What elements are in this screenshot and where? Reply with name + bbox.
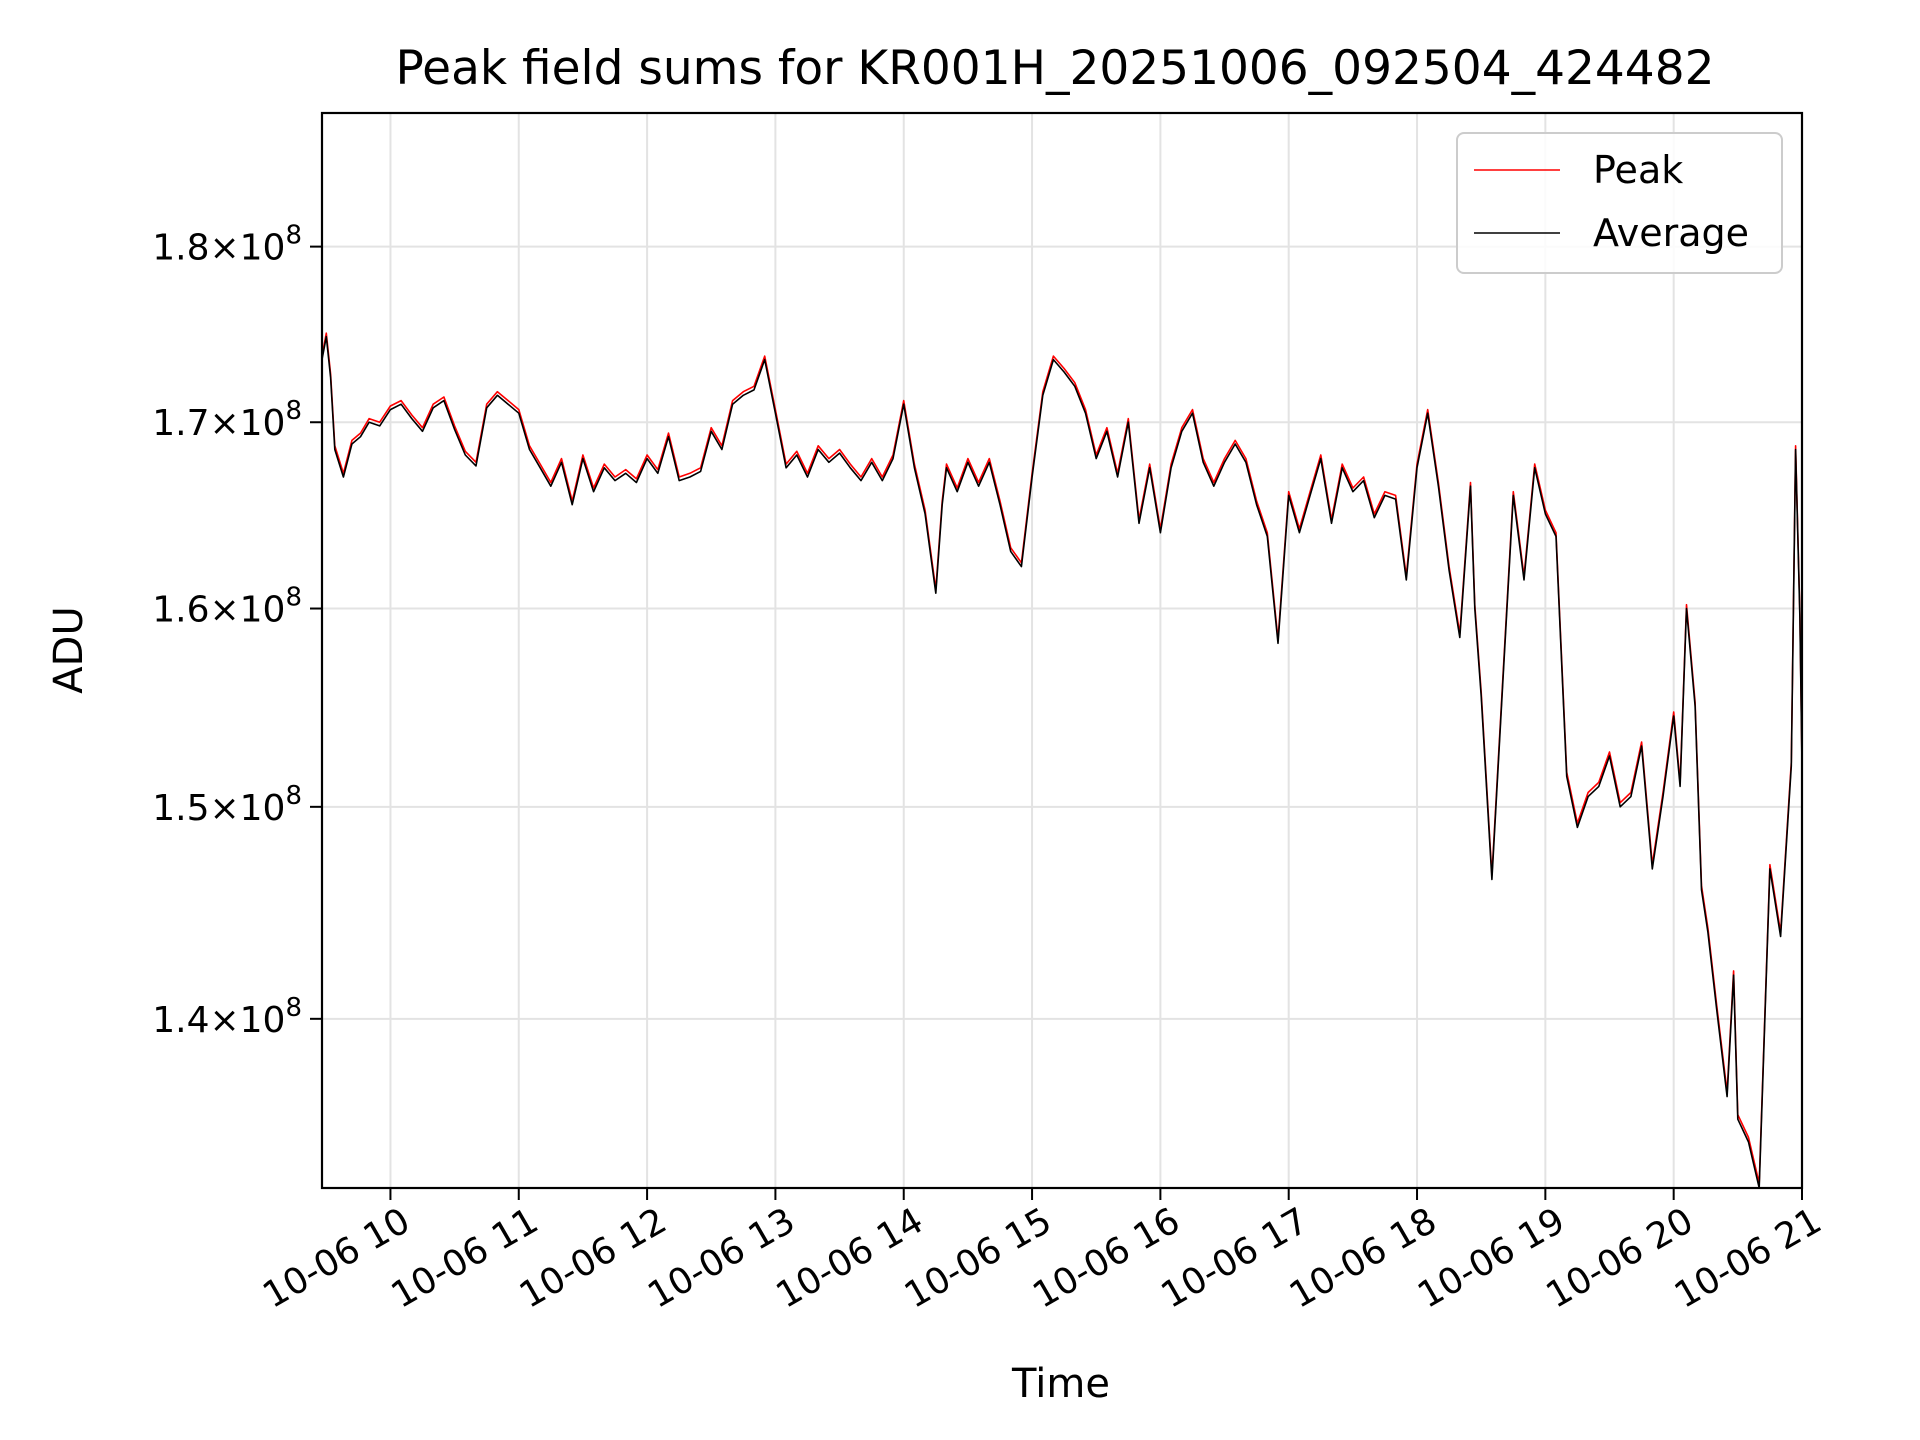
x-axis-label: Time xyxy=(1011,1361,1110,1407)
x-tick-label: 10-06 17 xyxy=(1155,1200,1316,1316)
x-tick-label: 10-06 18 xyxy=(1283,1200,1444,1316)
x-tick-label: 10-06 21 xyxy=(1668,1200,1829,1316)
x-tick-label: 10-06 14 xyxy=(770,1200,931,1316)
x-tick-label: 10-06 15 xyxy=(898,1200,1059,1316)
y-tick-label: 1.4×108 xyxy=(152,993,302,1041)
x-tick-label: 10-06 13 xyxy=(641,1200,802,1316)
chart-title: Peak field sums for KR001H_20251006_0925… xyxy=(395,41,1714,96)
x-tick-label: 10-06 11 xyxy=(385,1200,546,1316)
x-tick-label: 10-06 20 xyxy=(1540,1200,1701,1316)
x-tick-label: 10-06 19 xyxy=(1411,1200,1572,1316)
legend-label-average: Average xyxy=(1593,211,1749,255)
x-tick-label: 10-06 12 xyxy=(513,1200,674,1316)
plot-frame xyxy=(320,111,1804,1190)
legend: Peak Average xyxy=(1456,132,1783,274)
y-tick-label: 1.5×108 xyxy=(152,781,302,829)
y-tick-label: 1.6×108 xyxy=(152,583,302,631)
x-tick-label: 10-06 10 xyxy=(256,1200,417,1316)
y-tick-label: 1.7×108 xyxy=(152,396,302,444)
x-tick-label: 10-06 16 xyxy=(1026,1200,1187,1316)
series-lines xyxy=(321,332,1803,1189)
series-line-peak xyxy=(321,332,1803,1185)
grid-lines xyxy=(322,113,1803,1188)
legend-label-peak: Peak xyxy=(1593,148,1683,192)
y-tick-label: 1.8×108 xyxy=(152,221,302,269)
y-axis-label: ADU xyxy=(46,606,92,693)
legend-box xyxy=(1456,132,1783,274)
series-line-average xyxy=(321,335,1803,1189)
y-axis-ticks: 1.4×108 1.5×108 1.6×108 1.7×108 1.8×108 xyxy=(152,221,322,1041)
